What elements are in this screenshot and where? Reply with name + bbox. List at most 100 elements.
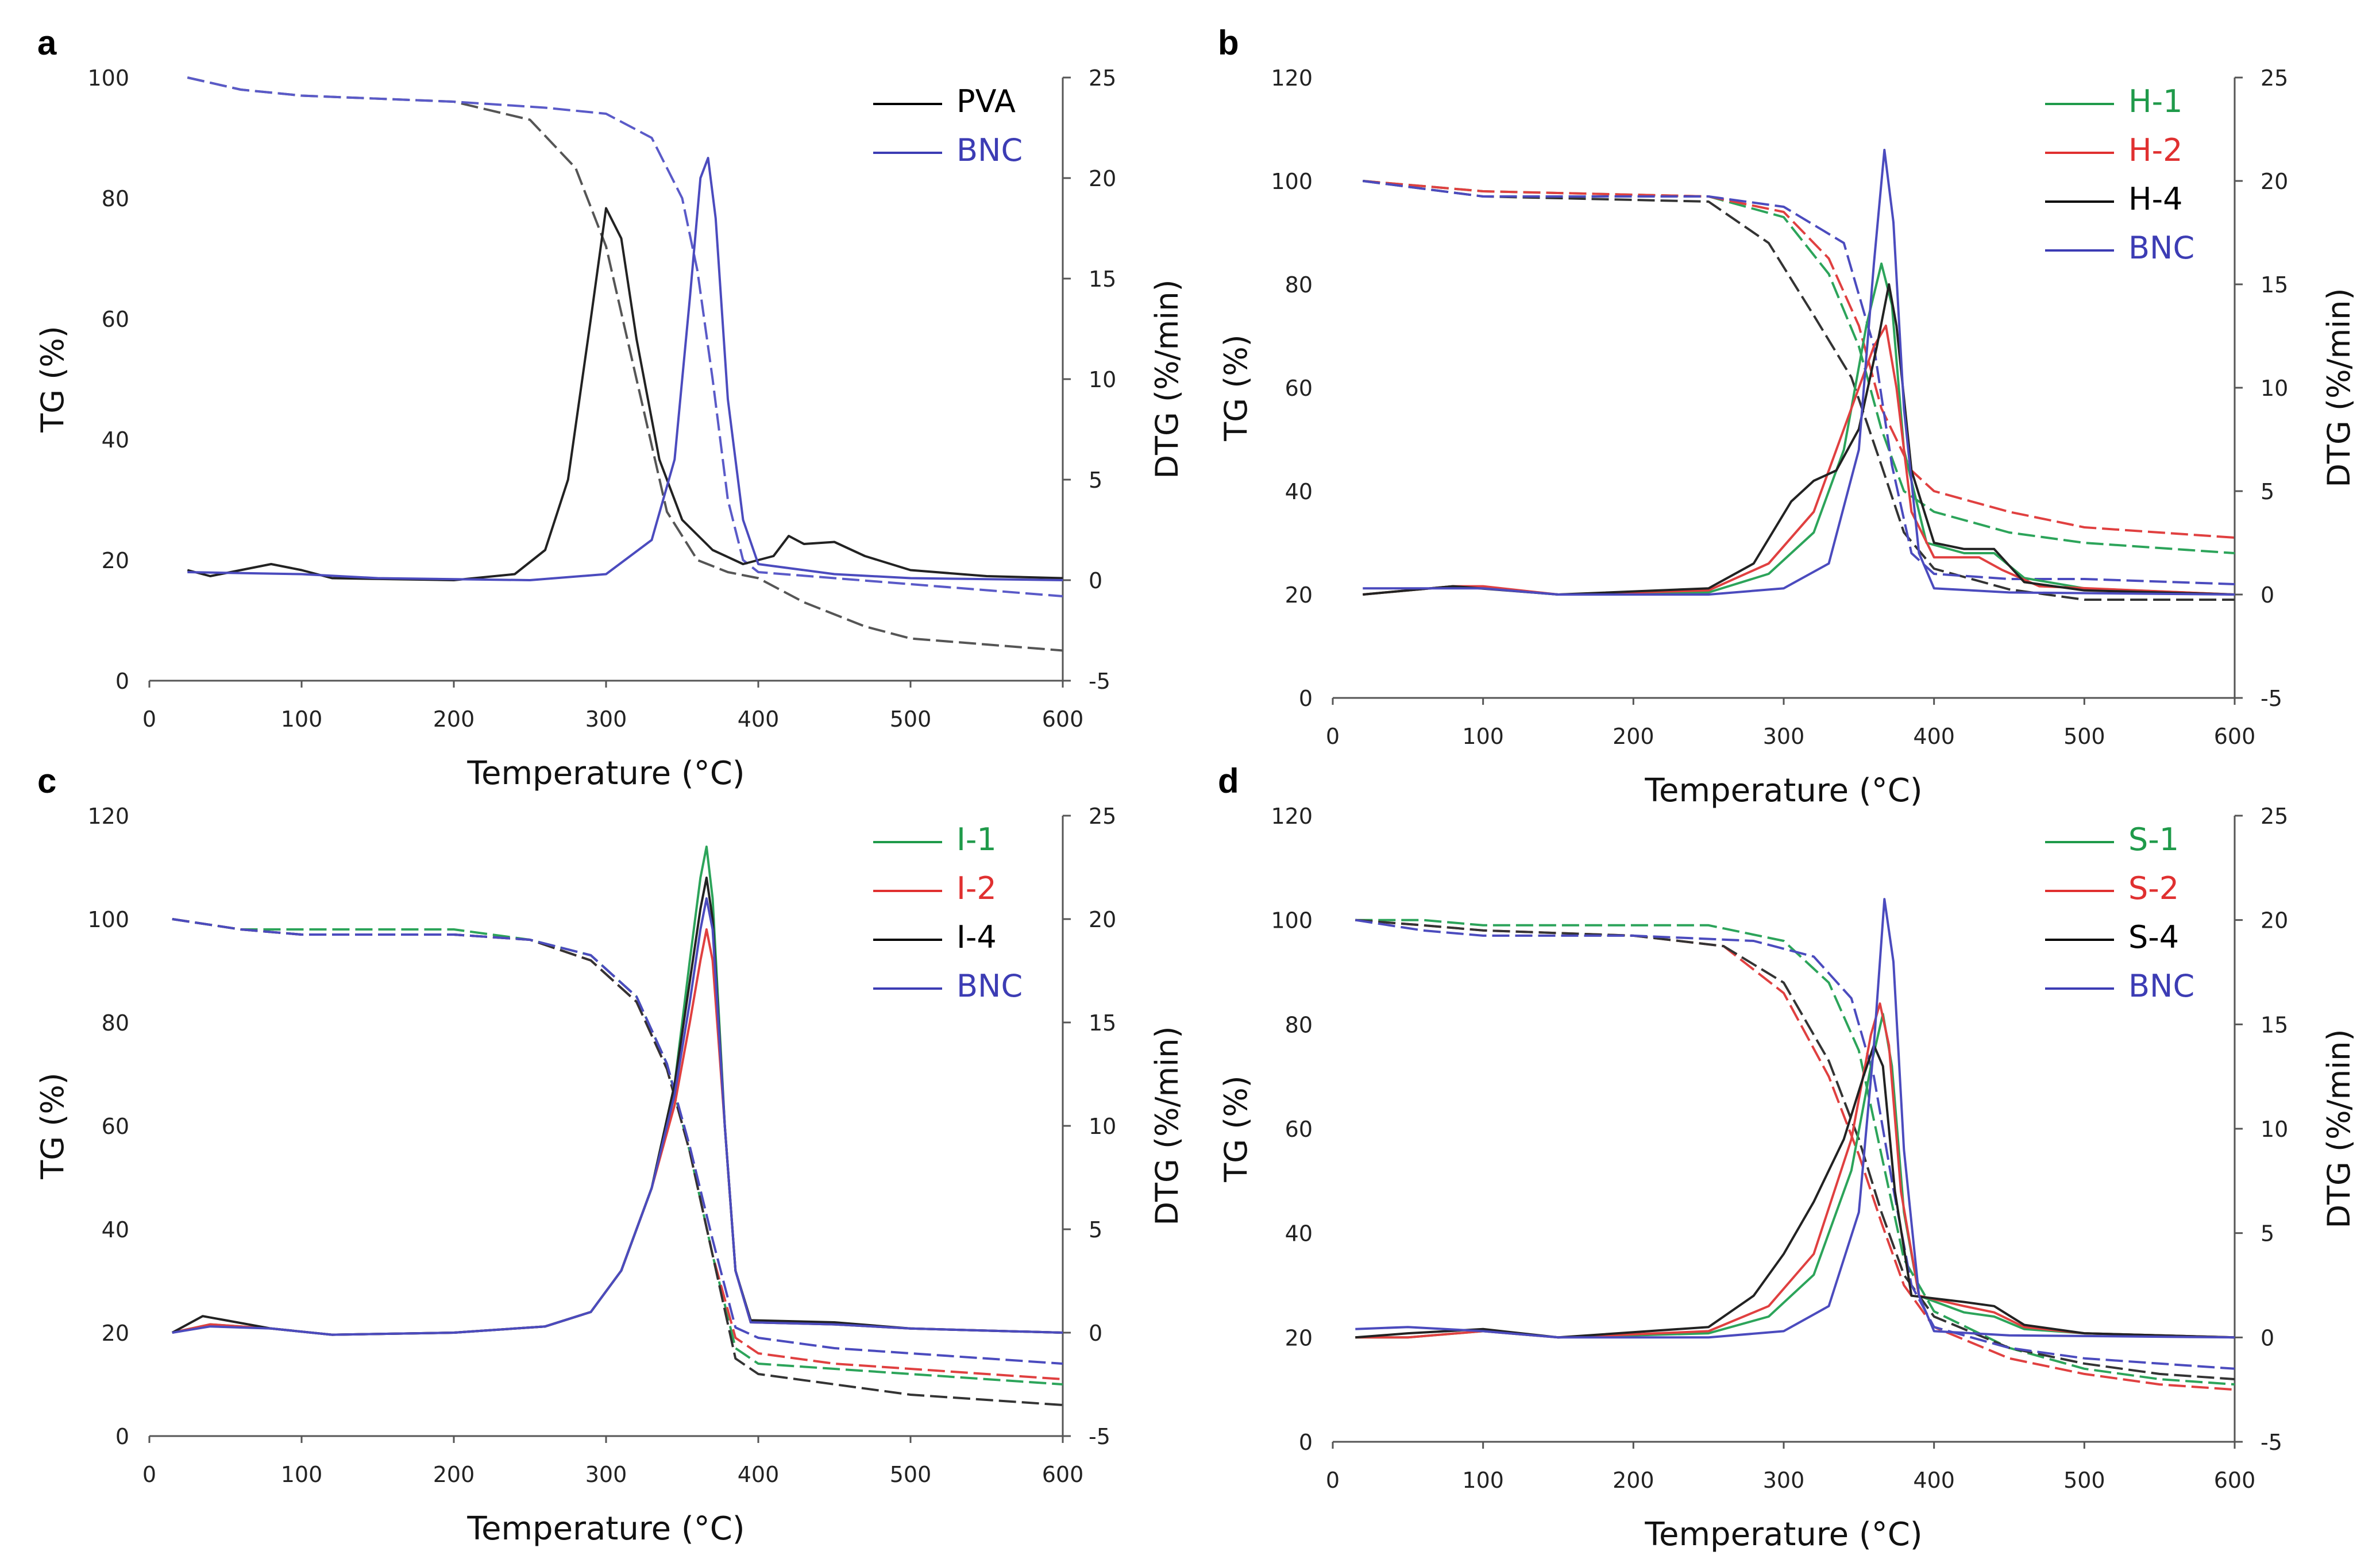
y-tick-label: 20 <box>1285 582 1313 608</box>
x-tick-label: 200 <box>433 1462 475 1487</box>
tg-curve-bnc <box>1355 918 2235 1370</box>
tg-curve-i-4 <box>172 918 1063 1406</box>
y-tick-label: 20 <box>1285 1325 1313 1350</box>
x-tick-label: 600 <box>2214 1468 2256 1493</box>
y2-tick-label: 0 <box>1089 1321 1102 1346</box>
y-tick-label: 120 <box>1271 804 1313 829</box>
y-tick-label: 100 <box>87 907 129 932</box>
y2-tick-label: 0 <box>2261 582 2274 608</box>
x-tick-label: 0 <box>142 1462 156 1487</box>
y-tick-label: 80 <box>102 186 129 211</box>
y-axis-title: TG (%) <box>1218 1075 1254 1182</box>
y-tick-label: 40 <box>102 427 129 453</box>
y-tick-label: 0 <box>115 1424 129 1449</box>
tg-curve-bnc <box>1363 180 2235 585</box>
y-tick-label: 60 <box>1285 376 1313 401</box>
x-tick-label: 200 <box>1613 1468 1654 1493</box>
y2-tick-label: 15 <box>1089 1010 1116 1036</box>
tg-curve-h-4 <box>1363 180 2235 601</box>
y2-tick-label: 15 <box>2261 272 2288 298</box>
y2-tick-label: 10 <box>1089 1114 1116 1139</box>
y2-tick-label: 20 <box>2261 169 2288 194</box>
tg-curve-s-2 <box>1355 918 2235 1391</box>
x-axis-title: Temperature (°C) <box>1644 1516 1922 1553</box>
panel-label: b <box>1218 24 1239 62</box>
y2-tick-label: 5 <box>2261 479 2274 504</box>
y-tick-label: 120 <box>1271 65 1313 91</box>
y2-tick-label: -5 <box>1089 669 1110 694</box>
x-tick-label: 0 <box>1326 724 1340 749</box>
y2-axis-title: DTG (%/min) <box>2321 1029 2357 1228</box>
y-tick-label: 40 <box>102 1217 129 1242</box>
dtg-curve-h-2 <box>1363 325 2235 596</box>
tg-curve-bnc <box>187 76 1063 597</box>
y2-tick-label: 5 <box>2261 1221 2274 1246</box>
y2-tick-label: 15 <box>2261 1012 2288 1037</box>
panel-label: d <box>1218 762 1239 800</box>
y2-tick-label: 20 <box>2261 908 2288 933</box>
panel-a: a 0 100 200 300 400 500 600 0 20 40 60 80 100 -5 0 5 10 15… <box>34 24 1185 792</box>
x-tick-label: 300 <box>585 707 627 732</box>
y-tick-label: 100 <box>87 65 129 91</box>
y2-axis-title: DTG (%/min) <box>1149 1026 1185 1225</box>
dtg-curve-bnc <box>1363 149 2235 596</box>
y2-tick-label: 5 <box>1089 1217 1102 1242</box>
legend-label: BNC <box>956 132 1023 168</box>
x-axis-title: Temperature (°C) <box>1644 772 1922 809</box>
x-tick-label: 400 <box>1913 1468 1955 1493</box>
x-axis-title: Temperature (°C) <box>466 755 745 792</box>
dtg-curve-s-2 <box>1355 1002 2235 1339</box>
legend-label: H-1 <box>2128 83 2182 119</box>
x-tick-label: 400 <box>1913 724 1955 749</box>
y2-tick-label: -5 <box>2261 686 2282 711</box>
y2-tick-label: 20 <box>1089 166 1116 191</box>
panel-c: c 0 100 200 300 400 500 600 0 20 40 60 80 100 120 -5 0 5 1… <box>34 762 1185 1547</box>
dtg-curve-bnc <box>1355 898 2235 1339</box>
legend-label: H-2 <box>2128 132 2182 168</box>
dtg-curve-bnc <box>172 897 1063 1336</box>
tg-curve-s-4 <box>1355 918 2235 1380</box>
y-axis-title: TG (%) <box>1218 334 1254 441</box>
legend-label: S-2 <box>2128 870 2179 906</box>
dtg-curve-s-1 <box>1355 1013 2235 1339</box>
x-axis-title: Temperature (°C) <box>466 1510 745 1547</box>
x-tick-label: 500 <box>890 1462 932 1487</box>
x-tick-label: 500 <box>890 707 932 732</box>
y-tick-label: 100 <box>1271 169 1313 194</box>
tg-curve-s-1 <box>1355 918 2235 1386</box>
y-tick-label: 60 <box>102 1114 129 1139</box>
x-tick-label: 600 <box>1042 707 1084 732</box>
y-tick-label: 40 <box>1285 479 1313 504</box>
x-tick-label: 0 <box>1326 1468 1340 1493</box>
x-tick-label: 400 <box>738 707 780 732</box>
legend-label: BNC <box>956 968 1023 1004</box>
y-tick-label: 60 <box>1285 1117 1313 1142</box>
dtg-curve-i-4 <box>171 877 1063 1336</box>
x-tick-label: 200 <box>433 707 475 732</box>
x-tick-label: 100 <box>1462 724 1504 749</box>
x-tick-label: 200 <box>1613 724 1654 749</box>
y2-tick-label: 10 <box>2261 376 2288 401</box>
legend-label: I-2 <box>956 870 997 906</box>
legend-label: I-1 <box>956 821 997 858</box>
y-tick-label: 80 <box>1285 272 1313 298</box>
y-tick-label: 100 <box>1271 908 1313 933</box>
legend-label: S-4 <box>2128 919 2179 955</box>
tg-curve-bnc <box>172 918 1063 1365</box>
y2-tick-label: 0 <box>2261 1325 2274 1350</box>
x-tick-label: 500 <box>2063 1468 2105 1493</box>
y-tick-label: 40 <box>1285 1221 1313 1246</box>
y2-tick-label: 25 <box>2261 65 2288 91</box>
x-tick-label: 600 <box>2214 724 2256 749</box>
y2-tick-label: 15 <box>1089 267 1116 292</box>
y-axis-title: TG (%) <box>34 326 71 433</box>
y2-tick-label: 25 <box>1089 65 1116 91</box>
panel-label: c <box>37 762 56 800</box>
y2-tick-label: 20 <box>1089 907 1116 932</box>
y2-tick-label: 10 <box>1089 367 1116 392</box>
x-tick-label: 300 <box>1763 724 1805 749</box>
y-tick-label: 20 <box>102 1321 129 1346</box>
legend-label: PVA <box>956 83 1016 119</box>
y2-tick-label: -5 <box>2261 1430 2282 1455</box>
